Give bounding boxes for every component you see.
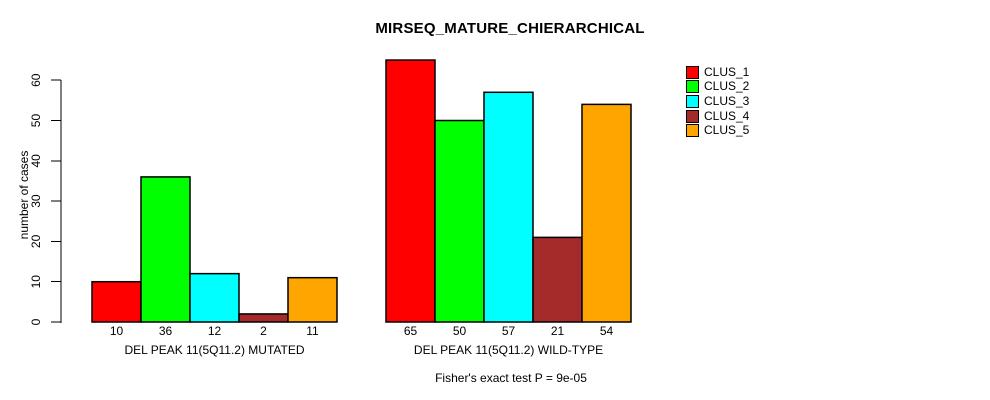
legend-label: CLUS_1 [704,64,750,79]
bar-clus_1-group1 [91,280,142,323]
legend-swatch-icon [686,80,699,94]
category-label: DEL PEAK 11(5Q11.2) MUTATED [124,343,304,357]
bar-clus_5-group1 [287,276,338,323]
bar-clus_3-group2 [483,91,534,323]
y-tick-label: 0 [29,318,43,325]
y-tick-label: 60 [29,73,43,87]
bar-value-label: 50 [453,324,467,338]
legend-swatch-icon [686,65,699,79]
legend-item-clus_4: CLUS_4 [686,109,749,124]
legend-item-clus_5: CLUS_5 [686,123,749,138]
legend: CLUS_1 CLUS_2 CLUS_3 CLUS_4 CLUS_5 [686,65,749,138]
y-tick-label: 50 [29,114,43,128]
y-tick-label: 40 [29,154,43,168]
bar-clus_2-group1 [140,176,191,323]
legend-label: CLUS_3 [704,93,750,108]
bar-value-label: 57 [502,324,516,338]
bar-clus_2-group2 [434,119,485,323]
legend-item-clus_3: CLUS_3 [686,94,749,109]
legend-item-clus_1: CLUS_1 [686,65,749,80]
bar-value-label: 36 [159,324,173,338]
bar-value-label: 12 [208,324,222,338]
bar-clus_4-group2 [532,236,583,323]
bar-value-label: 2 [260,324,267,338]
legend-swatch-icon [686,124,699,138]
bar-value-label: 21 [551,324,565,338]
y-tick-label: 20 [29,234,43,248]
legend-label: CLUS_4 [704,108,750,123]
bar-value-label: 54 [600,324,614,338]
y-tick-label: 10 [29,275,43,289]
legend-item-clus_2: CLUS_2 [686,80,749,95]
stat-annotation: Fisher's exact test P = 9e-05 [435,371,587,385]
bar-value-label: 65 [404,324,418,338]
bar-clus_5-group2 [581,103,632,323]
legend-swatch-icon [686,94,699,108]
legend-swatch-icon [686,109,699,123]
bar-clus_1-group2 [385,59,436,323]
category-label: DEL PEAK 11(5Q11.2) WILD-TYPE [414,343,603,357]
bar-value-label: 10 [110,324,124,338]
bar-clus_3-group1 [189,272,240,323]
bar-value-label: 11 [306,324,319,338]
legend-label: CLUS_5 [704,123,750,138]
y-tick-label: 30 [29,194,43,208]
legend-label: CLUS_2 [704,79,750,94]
chart-title: MIRSEQ_MATURE_CHIERARCHICAL [375,20,645,37]
bar-clus_4-group1 [238,313,289,323]
